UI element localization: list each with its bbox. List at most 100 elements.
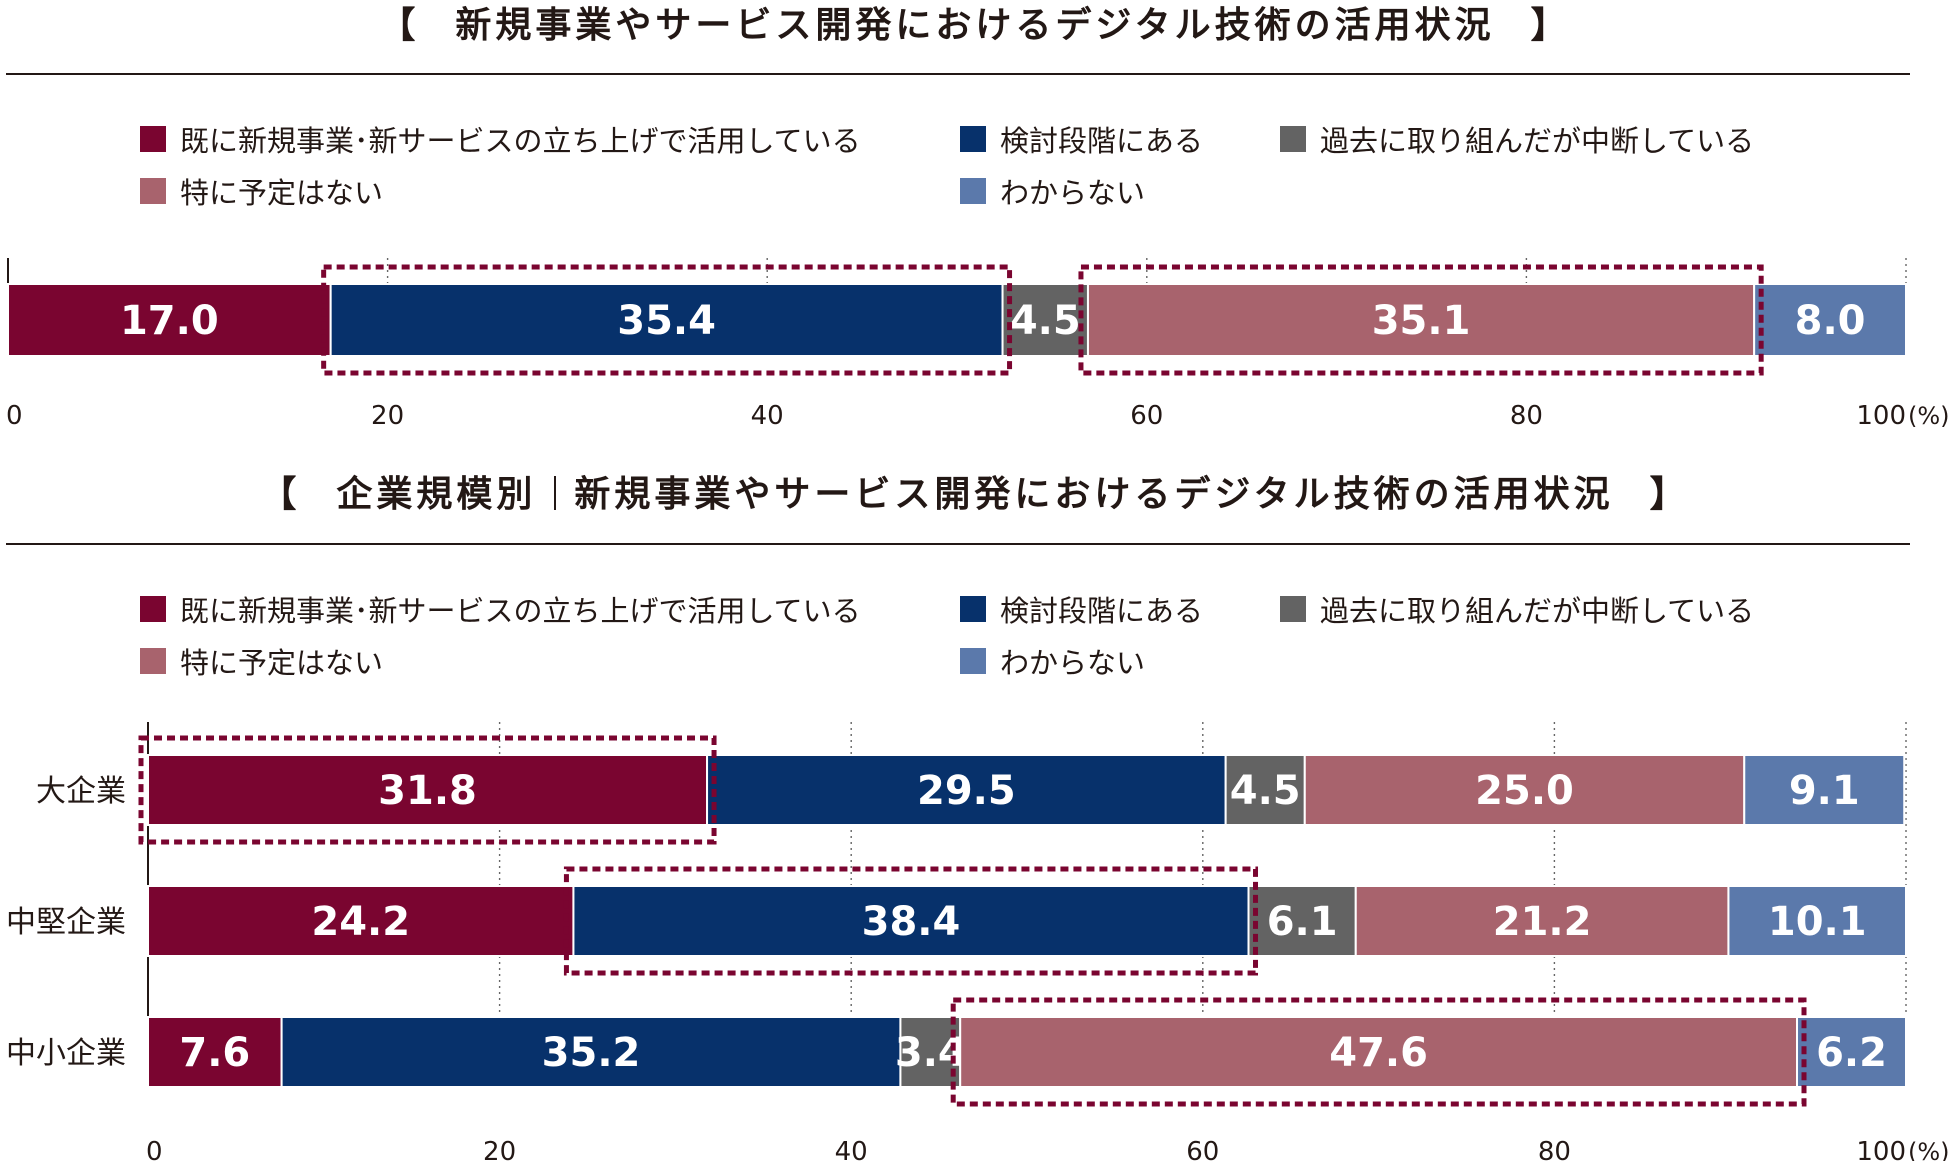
chart2-title-close-bracket: 】	[1649, 474, 1690, 515]
chart2-x-tick-label: 40	[835, 1137, 868, 1161]
legend2-swatch-discontinued	[1280, 596, 1306, 622]
chart1-x-tick-label: 40	[751, 401, 784, 431]
chart2-bar-considering	[572, 885, 1250, 957]
legend-label-already-using: 既に新規事業･新サービスの立ち上げで活用している	[180, 124, 861, 158]
chart2-title-text: 新規事業やサービス開発におけるデジタル技術の活用状況	[574, 474, 1614, 515]
legend2-label-already-using: 既に新規事業･新サービスの立ち上げで活用している	[180, 594, 861, 628]
chart2-bar-discontinued	[899, 1016, 962, 1088]
legend-item-unknown: わからない	[960, 171, 1145, 211]
chart1-x-tick-label: 100	[1856, 401, 1906, 431]
chart2-bar-unknown	[1743, 754, 1906, 826]
chart1-highlight-box	[321, 264, 1013, 376]
chart1-highlight-box	[1078, 264, 1764, 376]
chart2-data-label: 6.2	[1816, 1030, 1887, 1076]
chart1-data-label: 35.1	[1372, 298, 1471, 344]
legend-item-discontinued: 過去に取り組んだが中断している	[1280, 119, 1754, 159]
chart1-divider	[6, 73, 1910, 75]
chart1-title-text: 新規事業やサービス開発におけるデジタル技術の活用状況	[455, 5, 1495, 46]
legend2-label-considering: 検討段階にある	[1000, 594, 1204, 628]
chart1-data-label: 17.0	[120, 298, 219, 344]
chart2-data-label: 9.1	[1789, 768, 1860, 814]
chart1-x-tick-label: 80	[1510, 401, 1543, 431]
chart2-bar-discontinued	[1247, 885, 1357, 957]
chart2-data-label: 29.5	[917, 768, 1016, 814]
chart2-legend: 既に新規事業･新サービスの立ち上げで活用している 検討段階にある 過去に取り組ん…	[0, 589, 1950, 699]
chart2-data-label: 6.1	[1267, 899, 1338, 945]
chart2-x-tick-label: 60	[1186, 1137, 1219, 1161]
chart2-bar-unknown	[1727, 885, 1908, 957]
chart2-x-tick-label: 80	[1538, 1137, 1571, 1161]
chart2-title-prefix: 企業規模別	[336, 474, 537, 515]
chart2-category-label: 中小企業	[6, 1036, 126, 1071]
legend2-label-no-plan: 特に予定はない	[180, 646, 384, 680]
legend-swatch-no-plan	[140, 178, 166, 204]
chart1-title-open-bracket: 【	[379, 5, 420, 46]
chart1-x-tick-label: 20	[371, 401, 404, 431]
chart2-data-label: 38.4	[862, 899, 961, 945]
legend2-item-considering: 検討段階にある	[960, 589, 1203, 629]
chart2-bar-considering	[280, 1016, 902, 1088]
legend2-label-unknown: わからない	[1000, 646, 1146, 680]
chart1-x-tick-label: 0	[6, 401, 23, 431]
chart1-title: 【新規事業やサービス開発におけるデジタル技術の活用状況】	[0, 0, 1950, 48]
chart2-category-label: 大企業	[36, 774, 126, 809]
chart2-category-label: 中堅企業	[6, 905, 126, 940]
legend-swatch-discontinued	[1280, 126, 1306, 152]
chart1-data-label: 4.5	[1010, 298, 1081, 344]
chart1-bar-considering	[329, 283, 1004, 357]
chart2-data-label: 31.8	[378, 768, 477, 814]
chart1-data-label: 8.0	[1795, 298, 1866, 344]
chart2-data-label: 47.6	[1329, 1030, 1428, 1076]
chart2-data-label: 21.2	[1493, 899, 1592, 945]
chart2-highlight-box	[563, 866, 1259, 976]
chart2-x-tick-label: 0	[146, 1137, 163, 1161]
legend-swatch-unknown	[960, 178, 986, 204]
chart2-x-tick-label: 20	[483, 1137, 516, 1161]
legend-label-considering: 検討段階にある	[1000, 124, 1204, 158]
chart2-data-label: 24.2	[311, 899, 410, 945]
legend-swatch-considering	[960, 126, 986, 152]
legend2-swatch-no-plan	[140, 648, 166, 674]
legend-swatch-already-using	[140, 126, 166, 152]
legend2-item-no-plan: 特に予定はない	[140, 641, 383, 681]
chart2-bar-no-plan	[959, 1016, 1799, 1088]
legend2-item-unknown: わからない	[960, 641, 1145, 681]
chart1-bar-unknown	[1753, 283, 1908, 357]
chart2-data-label: 3.4	[895, 1030, 966, 1076]
chart2-bar-discontinued	[1224, 754, 1306, 826]
chart2-bar-unknown	[1796, 1016, 1908, 1088]
chart2-data-label: 25.0	[1475, 768, 1574, 814]
chart1-legend: 既に新規事業･新サービスの立ち上げで活用している 検討段階にある 過去に取り組ん…	[0, 119, 1950, 229]
legend2-swatch-considering	[960, 596, 986, 622]
chart2-title-separator	[554, 476, 557, 510]
chart2-highlight-box	[138, 735, 717, 845]
legend2-swatch-unknown	[960, 648, 986, 674]
legend-item-already-using: 既に新規事業･新サービスの立ち上げで活用している	[140, 119, 861, 159]
chart2-divider	[6, 543, 1910, 545]
legend2-item-discontinued: 過去に取り組んだが中断している	[1280, 589, 1754, 629]
chart2-bar-no-plan	[1354, 885, 1730, 957]
chart2-bar-already-using	[147, 1016, 283, 1088]
chart2-data-label: 35.2	[542, 1030, 641, 1076]
chart1-data-label: 35.4	[617, 298, 716, 344]
chart2-data-label: 10.1	[1768, 899, 1867, 945]
chart2-highlight-box	[950, 997, 1807, 1107]
chart2-bar-already-using	[147, 885, 575, 957]
legend-label-no-plan: 特に予定はない	[180, 176, 384, 210]
legend-label-unknown: わからない	[1000, 176, 1146, 210]
chart1-title-close-bracket: 】	[1530, 5, 1571, 46]
legend-item-considering: 検討段階にある	[960, 119, 1203, 159]
legend2-label-discontinued: 過去に取り組んだが中断している	[1320, 594, 1755, 628]
chart2-data-label: 4.5	[1230, 768, 1301, 814]
chart1-x-tick-label: 60	[1130, 401, 1163, 431]
chart1-x-unit-label: (%)	[1908, 402, 1950, 430]
legend-item-no-plan: 特に予定はない	[140, 171, 383, 211]
chart2-title-open-bracket: 【	[260, 474, 301, 515]
chart1-plot: 17.0 35.4 4.5 35.1 8.0 0 20 40 60 80 100 (%)	[6, 258, 1950, 431]
legend2-swatch-already-using	[140, 596, 166, 622]
chart2-x-tick-label: 100	[1856, 1137, 1906, 1161]
chart1-bar-already-using	[7, 283, 332, 357]
legend2-item-already-using: 既に新規事業･新サービスの立ち上げで活用している	[140, 589, 861, 629]
chart1-bar-no-plan	[1086, 283, 1756, 357]
